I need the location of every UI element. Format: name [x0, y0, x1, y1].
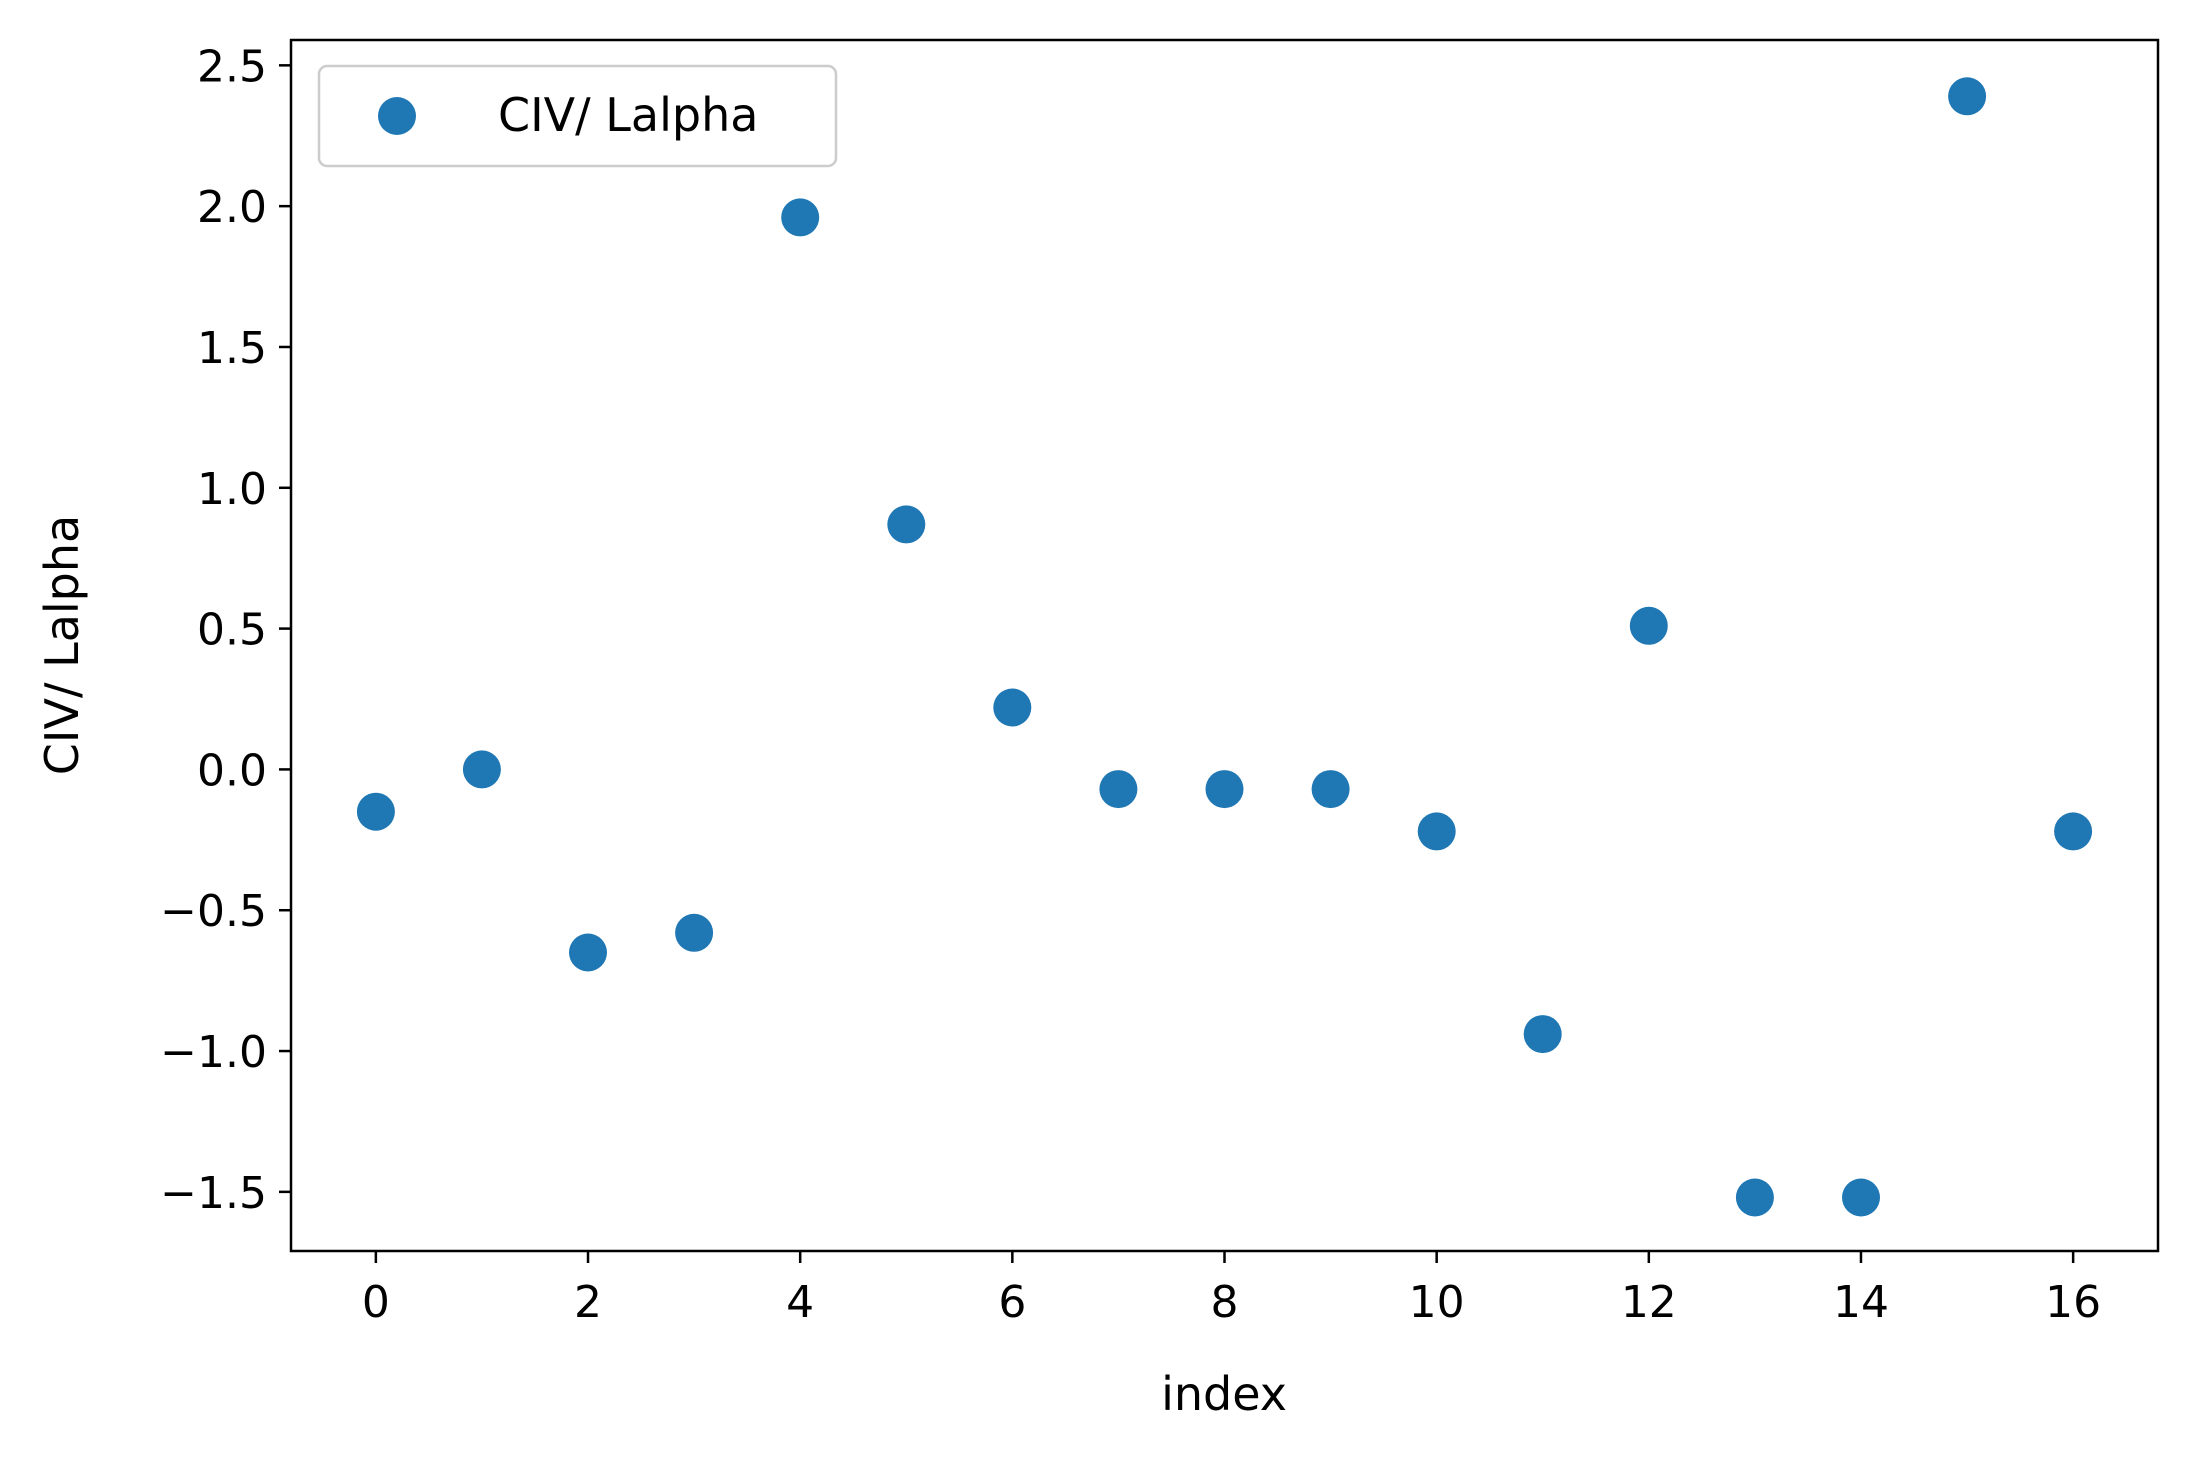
x-tick-label: 6	[998, 1277, 1026, 1328]
x-tick-label: 4	[786, 1277, 814, 1328]
plot-area-background	[291, 40, 2158, 1251]
legend-box	[317, 64, 838, 168]
x-tick-label: 0	[362, 1277, 390, 1328]
x-tick-label: 10	[1409, 1277, 1465, 1328]
data-point	[675, 913, 714, 952]
y-tick-label: 1.5	[197, 323, 267, 374]
y-tick-label: 2.5	[197, 41, 267, 92]
x-tick-label: 16	[2045, 1277, 2101, 1328]
y-tick-label: 0.0	[197, 745, 267, 796]
x-tick-label: 2	[574, 1277, 602, 1328]
data-point	[1735, 1178, 1774, 1217]
data-point	[1417, 812, 1456, 851]
data-point	[993, 688, 1032, 727]
y-tick-label: −1.0	[160, 1027, 267, 1078]
data-point	[1311, 770, 1350, 809]
y-tick-label: 0.5	[197, 605, 267, 656]
data-point	[2054, 812, 2093, 851]
y-tick-label: 2.0	[197, 182, 267, 233]
legend-marker	[378, 97, 416, 135]
y-axis-label: CIV/ Lalpha	[35, 515, 89, 775]
y-tick-label: 1.0	[197, 464, 267, 515]
data-point	[356, 792, 395, 831]
data-point	[1948, 77, 1987, 116]
data-point	[1842, 1178, 1880, 1217]
legend-label: CIV/ Lalpha	[498, 88, 758, 142]
y-axis-ticks: −1.5 −1.0 −0.5 0.0 0.5 1.0 1.5 2.0 2.5	[160, 41, 291, 1219]
data-point	[1205, 770, 1244, 809]
x-axis-label: index	[1161, 1367, 1287, 1421]
legend: CIV/ Lalpha	[317, 64, 838, 168]
data-point	[887, 505, 926, 544]
x-tick-label: 12	[1621, 1277, 1677, 1328]
data-point	[1523, 1015, 1562, 1054]
y-tick-label: −1.5	[160, 1168, 267, 1219]
data-point	[462, 750, 501, 789]
x-tick-label: 8	[1211, 1277, 1239, 1328]
data-point	[569, 933, 607, 972]
x-tick-label: 14	[1833, 1277, 1889, 1328]
data-point	[1099, 770, 1138, 809]
data-point	[781, 198, 820, 237]
x-axis-ticks: 0 2 4 6 8 10 12 14 16	[362, 1251, 2101, 1328]
data-point	[1629, 606, 1668, 645]
data-points	[356, 77, 2093, 1217]
plot-frame	[289, 38, 2160, 1253]
y-tick-label: −0.5	[160, 886, 267, 937]
